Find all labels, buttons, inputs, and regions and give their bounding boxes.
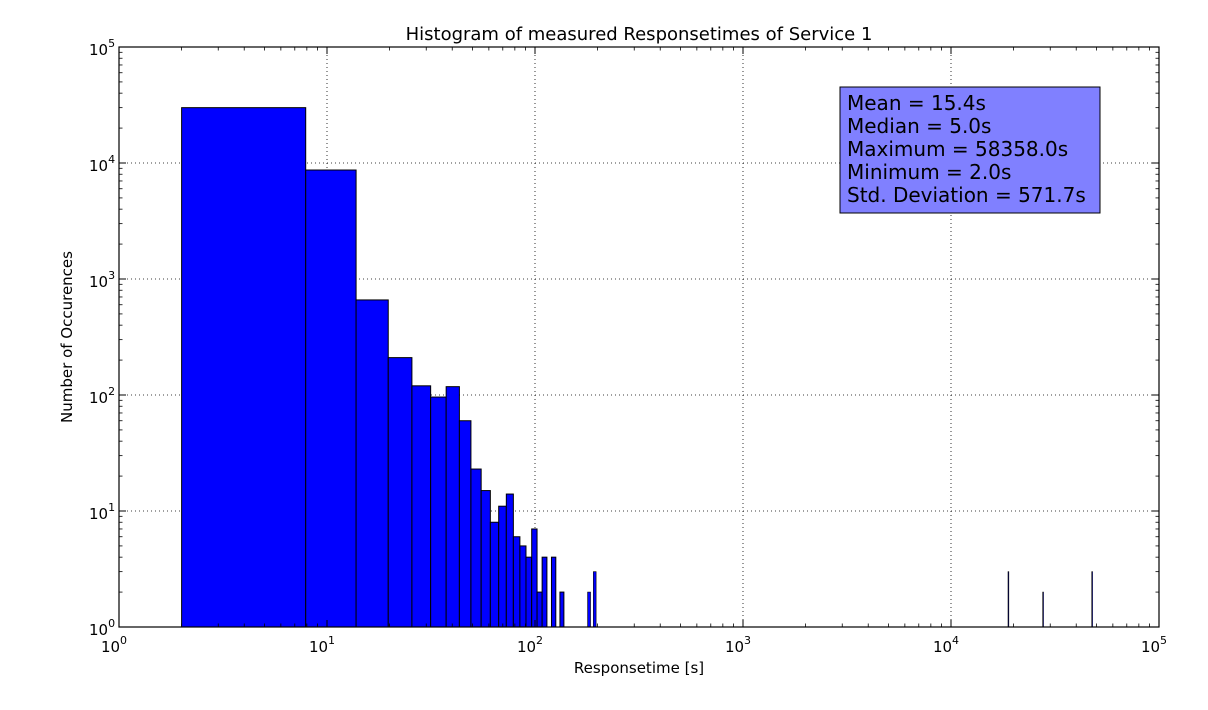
stats-box: Mean = 15.4s Median = 5.0s Maximum = 583…	[839, 86, 1101, 214]
axis-ticks	[118, 46, 1160, 628]
y-tick-label: 103	[89, 269, 115, 291]
x-tick-exponent: 0	[120, 634, 127, 647]
histogram-bar	[1091, 571, 1093, 628]
histogram-bar	[512, 536, 521, 628]
y-tick-exponent: 3	[108, 269, 115, 282]
histogram-bar	[458, 420, 472, 628]
x-tick-label: 104	[933, 634, 959, 656]
x-tick-label: 101	[309, 634, 335, 656]
stats-line-mean: Mean = 15.4s	[847, 91, 986, 115]
histogram-bar	[355, 299, 389, 628]
stats-line-median: Median = 5.0s	[847, 114, 991, 138]
x-tick-exponent: 5	[1160, 634, 1167, 647]
histogram-bar	[505, 493, 514, 628]
y-tick-base: 10	[89, 389, 108, 407]
histogram-bar	[305, 169, 357, 628]
x-tick-labels: 100 101 102 103 104 105	[101, 634, 1167, 656]
x-tick-exponent: 1	[328, 634, 335, 647]
x-tick-label: 105	[1141, 634, 1167, 656]
y-tick-base: 10	[89, 157, 108, 175]
histogram-bar	[470, 468, 482, 628]
x-tick-base: 10	[101, 638, 120, 656]
y-tick-label: 104	[89, 153, 115, 175]
histogram-bar	[1042, 591, 1044, 628]
histogram-bar	[550, 556, 557, 628]
y-tick-exponent: 4	[108, 153, 115, 166]
histogram-bar	[445, 386, 460, 628]
x-tick-exponent: 4	[952, 634, 959, 647]
y-tick-label: 100	[89, 617, 115, 639]
y-axis-label: Number of Occurences	[58, 251, 76, 423]
histogram-bar	[525, 556, 533, 628]
y-tick-base: 10	[89, 273, 108, 291]
x-tick-base: 10	[725, 638, 744, 656]
histogram-bars	[181, 107, 1093, 628]
histogram-bar	[536, 591, 543, 628]
x-tick-label: 100	[101, 634, 127, 656]
y-tick-label: 105	[89, 37, 115, 59]
x-tick-base: 10	[309, 638, 328, 656]
histogram-bar	[430, 396, 447, 628]
y-tick-label: 101	[89, 501, 115, 523]
stats-line-maximum: Maximum = 58358.0s	[847, 137, 1068, 161]
x-tick-exponent: 3	[744, 634, 751, 647]
plot-area-frame	[118, 46, 1160, 628]
histogram-bar	[489, 521, 500, 628]
y-tick-exponent: 2	[108, 385, 115, 398]
x-tick-label: 103	[725, 634, 751, 656]
histogram-bar	[498, 505, 507, 628]
histogram-bar	[531, 528, 538, 628]
histogram-bar	[541, 556, 548, 628]
histogram-bar	[587, 591, 591, 628]
histogram-bar	[519, 545, 527, 628]
y-tick-base: 10	[89, 621, 108, 639]
y-tick-exponent: 1	[108, 501, 115, 514]
x-axis-label: Responsetime [s]	[574, 659, 704, 677]
x-tick-base: 10	[933, 638, 952, 656]
histogram-bar	[411, 385, 432, 628]
y-tick-exponent: 0	[108, 617, 115, 630]
x-tick-base: 10	[517, 638, 536, 656]
stats-line-minimum: Minimum = 2.0s	[847, 160, 1011, 184]
y-tick-base: 10	[89, 505, 108, 523]
histogram-bar	[480, 490, 491, 628]
stats-line-std-deviation: Std. Deviation = 571.7s	[847, 183, 1086, 207]
histogram-bar	[181, 107, 307, 628]
x-tick-exponent: 2	[536, 634, 543, 647]
y-tick-label: 102	[89, 385, 115, 407]
chart-title: Histogram of measured Responsetimes of S…	[406, 24, 873, 45]
y-tick-base: 10	[89, 41, 108, 59]
stats-box-background	[839, 86, 1101, 214]
x-tick-base: 10	[1141, 638, 1160, 656]
histogram-bar	[559, 591, 565, 628]
y-tick-exponent: 5	[108, 37, 115, 50]
histogram-bar	[593, 571, 597, 628]
histogram-bar	[387, 357, 413, 628]
x-tick-label: 102	[517, 634, 543, 656]
histogram-bar	[1007, 571, 1010, 628]
